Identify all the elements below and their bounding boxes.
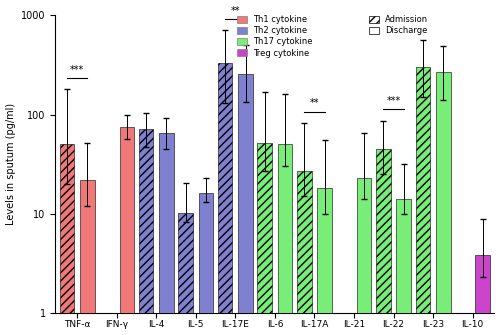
Bar [416,67,430,335]
Bar [178,213,193,335]
Bar [139,129,154,335]
Bar [297,171,312,335]
Bar [198,193,214,335]
Text: ***: *** [386,96,400,106]
Bar [60,144,74,335]
Bar [396,199,411,335]
Bar [120,127,134,335]
Bar [80,180,94,335]
Text: ***: *** [70,65,84,75]
Text: **: ** [310,98,319,109]
Bar [476,255,490,335]
Bar [436,72,450,335]
Bar [318,188,332,335]
Bar [376,149,390,335]
Bar [159,133,174,335]
Y-axis label: Levels in sputum (pg/ml): Levels in sputum (pg/ml) [6,103,16,225]
Bar [278,144,292,335]
Text: **: ** [230,6,240,15]
Bar [218,63,232,335]
Legend: Admission, Discharge: Admission, Discharge [367,14,430,37]
Bar [238,74,253,335]
Bar [357,178,372,335]
Bar [258,143,272,335]
